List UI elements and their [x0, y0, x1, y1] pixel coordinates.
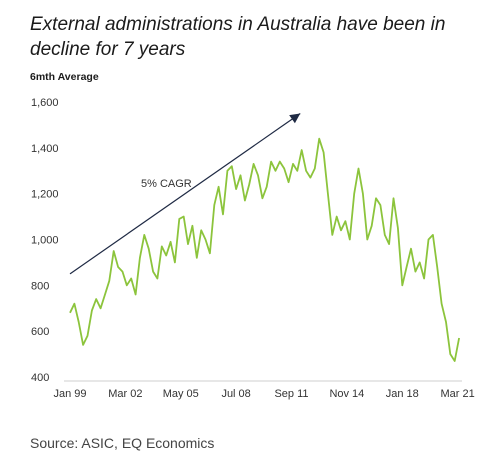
- series-line: [69, 137, 460, 362]
- chart-title: External administrations in Australia ha…: [30, 14, 446, 60]
- x-tick-label: Jan 18: [386, 388, 419, 400]
- y-tick-label: 1,400: [31, 143, 59, 155]
- cagr-label: 5% CAGR: [141, 178, 192, 190]
- x-tick-label: Jan 99: [53, 388, 86, 400]
- cagr-arrow-head: [289, 113, 301, 124]
- y-tick-label: 1,000: [31, 235, 59, 247]
- x-tick-label: Sep 11: [274, 388, 308, 400]
- series-group: [69, 137, 460, 362]
- x-tick-label: Mar 21: [441, 388, 475, 400]
- x-tick-label: Nov 14: [329, 388, 364, 400]
- y-tick-label: 1,600: [31, 97, 59, 109]
- x-tick-labels: Jan 99 Mar 02 May 05 Jul 08 Sep 11 Nov 14 Jan …: [53, 388, 474, 400]
- source-note: Source: ASIC, EQ Economics: [30, 435, 215, 451]
- x-tick-label: Mar 02: [108, 388, 142, 400]
- y-tick-label: 400: [31, 372, 49, 384]
- y-axis-label: 6mth Average: [30, 71, 99, 83]
- cagr-annotation: 5% CAGR: [69, 112, 301, 275]
- y-tick-label: 800: [31, 280, 49, 292]
- y-tick-label: 1,200: [31, 189, 59, 201]
- cagr-arrow-line: [69, 112, 301, 275]
- y-tick-label: 600: [31, 326, 49, 338]
- y-tick-labels: 400 600 800 1,000 1,200 1,400 1,600: [31, 97, 59, 384]
- x-tick-label: May 05: [163, 388, 199, 400]
- x-tick-label: Jul 08: [221, 388, 250, 400]
